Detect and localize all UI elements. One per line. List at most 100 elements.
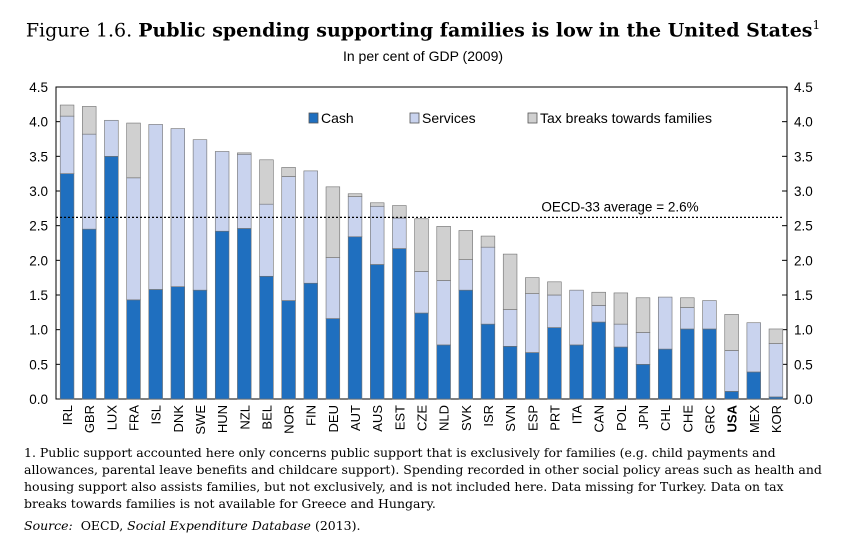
x-tick-label-bel: BEL xyxy=(259,405,274,430)
legend-label-cash: Cash xyxy=(321,110,354,126)
bar-services-aus xyxy=(370,205,385,265)
bar-cash-can xyxy=(591,321,606,400)
bar-tax-cze xyxy=(414,218,429,272)
oecd-average-label: OECD-33 average = 2.6% xyxy=(541,199,698,214)
bar-services-gbr xyxy=(82,133,97,230)
bar-services-jpn xyxy=(635,332,651,365)
x-tick-label-isl: ISL xyxy=(149,405,164,425)
bar-tax-svk xyxy=(458,230,473,260)
legend-label-services: Services xyxy=(422,110,476,126)
x-tick-label-aut: AUT xyxy=(348,405,363,431)
bar-cash-svn xyxy=(502,346,518,400)
y-tick-label-left: 2.5 xyxy=(29,219,48,234)
bar-services-che xyxy=(680,307,695,330)
title-main: Public spending supporting families is l… xyxy=(138,19,813,42)
x-tick-label-svn: SVN xyxy=(503,405,518,432)
x-tick-label-svk: SVK xyxy=(459,405,474,431)
x-tick-label-prt: PRT xyxy=(547,405,562,431)
x-tick-label-nld: NLD xyxy=(437,405,452,431)
bar-cash-cze xyxy=(414,312,429,400)
bar-services-swe xyxy=(192,139,208,291)
x-tick-label-aus: AUS xyxy=(370,405,385,432)
bar-services-mex xyxy=(746,322,761,373)
bar-cash-est xyxy=(392,248,407,400)
y-tick-label-left: 4.5 xyxy=(29,80,48,95)
bar-tax-pol xyxy=(613,292,629,325)
bar-services-deu xyxy=(325,257,341,319)
bar-cash-mex xyxy=(746,371,761,400)
bar-tax-bel xyxy=(259,159,274,205)
source-org: OECD, xyxy=(80,518,124,533)
legend-swatch-tax xyxy=(527,112,538,124)
bar-cash-nor xyxy=(281,300,296,400)
bar-tax-nzl xyxy=(237,152,252,155)
bar-services-est xyxy=(392,217,407,249)
y-tick-label-right: 0.5 xyxy=(794,357,813,372)
chart-subtitle: In per cent of GDP (2009) xyxy=(342,48,504,64)
x-tick-label-mex: MEX xyxy=(747,405,762,434)
y-tick-label-left: 3.5 xyxy=(29,149,48,164)
bar-services-bel xyxy=(259,203,274,277)
bar-cash-chl xyxy=(657,348,673,400)
bar-cash-gbr xyxy=(82,228,97,400)
y-tick-label-right: 2.5 xyxy=(794,219,813,234)
bar-cash-deu xyxy=(325,318,341,400)
x-tick-label-isr: ISR xyxy=(481,405,496,427)
bar-services-grc xyxy=(702,300,717,330)
bar-services-aut xyxy=(347,196,363,238)
figure-label: Figure 1.6. xyxy=(25,19,133,42)
x-tick-label-cze: CZE xyxy=(415,405,430,431)
x-tick-label-jpn: JPN xyxy=(636,405,651,430)
x-tick-label-fin: FIN xyxy=(304,405,319,426)
y-tick-label-right: 3.5 xyxy=(794,149,813,164)
y-tick-label-right: 3.0 xyxy=(794,184,813,199)
x-tick-label-hun: HUN xyxy=(215,405,230,433)
x-tick-label-est: EST xyxy=(392,405,407,430)
x-tick-label-usa: USA xyxy=(725,404,740,432)
bar-cash-swe xyxy=(192,289,208,400)
x-tick-label-gbr: GBR xyxy=(82,405,97,433)
bar-services-svn xyxy=(502,309,518,347)
bar-tax-aus xyxy=(370,202,385,207)
x-tick-label-che: CHE xyxy=(680,405,695,433)
x-tick-label-swe: SWE xyxy=(193,405,208,435)
bar-tax-nld xyxy=(436,226,451,281)
x-tick-label-ita: ITA xyxy=(570,405,585,425)
bar-cash-lux xyxy=(104,156,119,400)
bar-tax-est xyxy=(392,205,407,219)
y-tick-label-right: 4.5 xyxy=(794,80,813,95)
bar-cash-grc xyxy=(702,328,717,400)
source-line: Source: OECD, Social Expenditure Databas… xyxy=(24,518,824,533)
bar-cash-irl xyxy=(59,173,75,400)
bar-cash-nld xyxy=(436,344,451,400)
y-tick-label-left: 0.0 xyxy=(29,392,48,407)
legend-swatch-cash xyxy=(308,112,319,124)
bar-cash-che xyxy=(680,328,695,400)
bar-services-fin xyxy=(303,170,318,284)
footnote-mark: 1 xyxy=(812,18,821,32)
y-tick-label-left: 3.0 xyxy=(29,184,48,199)
bar-cash-fin xyxy=(303,282,318,400)
bar-services-lux xyxy=(104,119,119,157)
source-year: (2013). xyxy=(314,518,361,533)
bar-tax-isr xyxy=(480,235,496,248)
bar-services-svk xyxy=(458,259,473,291)
bar-cash-hun xyxy=(214,230,230,400)
bar-tax-che xyxy=(680,297,695,308)
y-tick-label-left: 1.0 xyxy=(29,323,48,338)
bar-tax-nor xyxy=(281,167,296,177)
y-tick-label-right: 2.0 xyxy=(794,253,813,268)
y-tick-label-right: 1.5 xyxy=(794,288,813,303)
bar-services-esp xyxy=(525,293,540,353)
bar-services-cze xyxy=(414,271,429,314)
bar-tax-kor xyxy=(768,328,784,344)
bar-services-nld xyxy=(436,280,451,346)
bar-cash-kor xyxy=(768,396,784,400)
bar-services-prt xyxy=(547,294,562,328)
x-tick-label-nzl: NZL xyxy=(237,405,252,430)
bar-tax-svn xyxy=(502,253,518,310)
bar-cash-isl xyxy=(148,289,163,400)
bar-tax-irl xyxy=(59,104,75,117)
x-tick-label-pol: POL xyxy=(614,405,629,431)
y-tick-label-right: 1.0 xyxy=(794,323,813,338)
